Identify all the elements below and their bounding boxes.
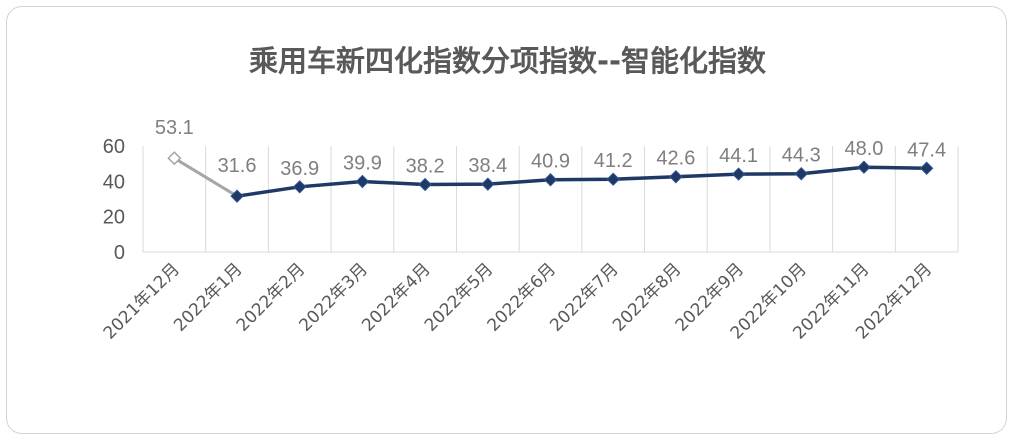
data-point-marker <box>230 189 244 203</box>
series-lines <box>173 156 927 198</box>
data-label: 40.9 <box>531 151 570 173</box>
y-tick-label: 0 <box>114 242 125 264</box>
y-tick-label: 40 <box>103 171 125 193</box>
data-point-marker <box>606 172 620 186</box>
data-label: 44.3 <box>782 145 821 167</box>
series-line-main <box>236 165 927 198</box>
x-tick-label: 2021年12月 <box>100 259 184 343</box>
data-point-marker <box>919 161 934 175</box>
data-point-marker <box>167 151 182 166</box>
data-point-marker <box>418 177 432 192</box>
x-axis-ticks: 2021年12月2022年1月2022年2月2022年3月2022年4月2022… <box>100 259 936 343</box>
data-point-marker <box>481 177 495 191</box>
data-label: 39.9 <box>343 153 382 175</box>
data-label: 44.1 <box>719 145 758 167</box>
grid-lines <box>142 146 959 253</box>
data-labels: 53.1 31.6 36.9 39.9 38.2 38.4 40.9 41.2 42.6 44.1… <box>155 117 946 180</box>
data-label: 42.6 <box>656 148 695 170</box>
series-points <box>167 151 934 203</box>
data-point-marker <box>543 173 558 187</box>
data-label: 31.6 <box>218 155 257 177</box>
y-tick-label: 20 <box>103 207 125 229</box>
data-label: 38.2 <box>406 156 445 178</box>
data-point-marker <box>669 170 683 184</box>
data-label: 53.1 <box>155 117 194 139</box>
data-point-marker <box>731 167 746 181</box>
data-label: 38.4 <box>468 155 507 177</box>
chart-frame <box>6 6 1007 434</box>
chart-title: 乘用车新四化指数分项指数--智能化指数 <box>248 44 767 78</box>
y-tick-label: 60 <box>103 136 125 158</box>
data-label: 36.9 <box>280 158 319 180</box>
data-point-marker <box>794 167 808 181</box>
data-point-marker <box>293 180 307 194</box>
data-label: 48.0 <box>844 138 883 160</box>
series-line-previous <box>173 156 238 198</box>
data-label: 41.2 <box>594 150 633 172</box>
data-point-marker <box>857 160 871 174</box>
data-point-marker <box>355 174 370 189</box>
y-axis-ticks: 0 20 40 60 <box>103 136 125 264</box>
data-label: 47.4 <box>907 139 946 161</box>
